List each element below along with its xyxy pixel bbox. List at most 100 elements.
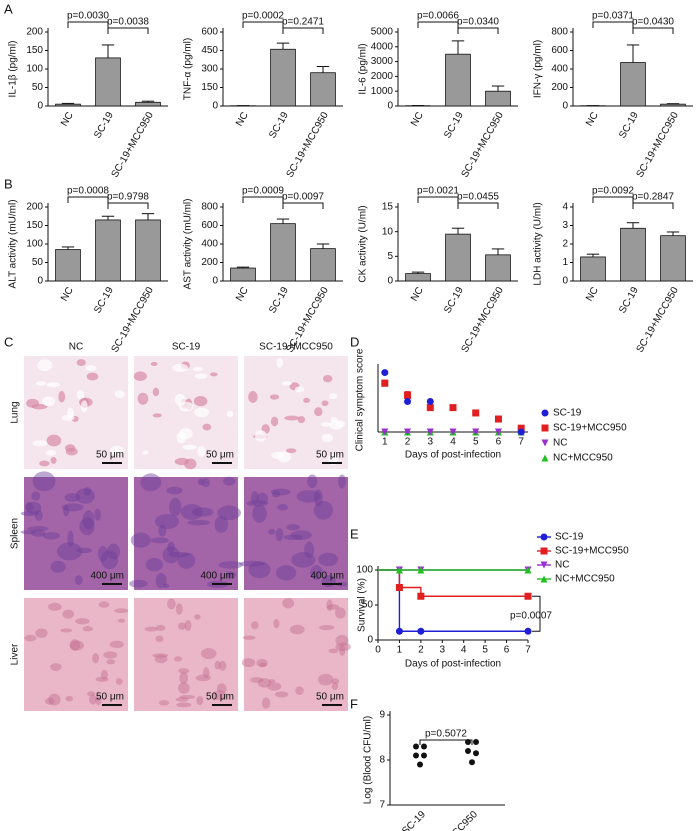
dot [465, 748, 471, 754]
legend-label: SC-19 [555, 532, 584, 543]
tissue-texture [35, 381, 47, 386]
tissue-texture [242, 635, 256, 640]
y-tick-label: 50 [32, 257, 44, 268]
tissue-texture [50, 560, 66, 573]
tissue-texture [217, 505, 241, 521]
x-tick-label: SC-19+MCC950 [420, 809, 480, 831]
tissue-texture [254, 430, 267, 442]
tissue-texture [192, 366, 203, 372]
tissue-texture [195, 674, 211, 682]
marker [472, 428, 480, 436]
tissue-texture [106, 659, 116, 665]
tissue-texture [155, 572, 167, 589]
tissue-texture [48, 602, 62, 611]
tissue-texture [303, 397, 311, 403]
column-label: SC-19+MCC950 [259, 342, 333, 353]
tissue-texture [218, 660, 227, 671]
bar [95, 219, 121, 282]
marker [517, 424, 525, 432]
tissue-texture [26, 398, 39, 408]
tissue-texture [197, 478, 205, 486]
tissue-texture [331, 682, 339, 690]
tissue-texture [103, 651, 118, 659]
tissue-texture [304, 541, 315, 559]
x-tick-label: 2 [405, 437, 411, 448]
y-tick-label: 100 [26, 239, 43, 250]
tissue-texture [75, 618, 90, 625]
y-tick-label: 8 [379, 755, 385, 766]
x-tick-label: NC [409, 285, 426, 303]
tissue-texture [168, 551, 190, 558]
y-tick-label: 2000 [371, 71, 394, 82]
tissue-texture [95, 676, 109, 682]
tissue-texture [268, 679, 276, 684]
x-tick-label: 1 [382, 437, 388, 448]
bar [135, 219, 161, 282]
significance-bracket [632, 27, 674, 34]
bar [485, 254, 511, 282]
tissue-texture [248, 561, 271, 579]
x-tick-label: SC-19+MCC950 [110, 110, 157, 180]
y-tick-label: 0 [37, 276, 43, 287]
tissue-texture [339, 645, 346, 656]
y-tick-label: 3 [562, 220, 568, 231]
significance-bracket [592, 21, 634, 28]
dot [413, 752, 419, 759]
x-tick-label: SC-19+MCC950 [460, 285, 507, 355]
tissue-texture [158, 700, 170, 706]
marker [381, 369, 389, 377]
tissue-texture [145, 557, 164, 572]
significance-bracket [242, 21, 284, 28]
bar [95, 57, 121, 107]
p-value: p=0.0455 [457, 192, 499, 203]
legend-label: SC-19+MCC950 [553, 423, 627, 434]
p-value: p=0.0002 [242, 11, 284, 22]
y-tick-label: 50 [32, 82, 44, 93]
tissue-texture [75, 488, 95, 504]
marker [381, 428, 389, 436]
tissue-texture [177, 552, 196, 569]
tissue-texture [69, 640, 84, 651]
bar [230, 267, 256, 282]
p-value: p=0.0340 [457, 17, 499, 28]
tissue-texture [82, 626, 93, 632]
tissue-texture [133, 371, 147, 382]
tissue-texture [214, 660, 221, 670]
tissue-texture [276, 357, 284, 368]
significance-bracket [242, 196, 284, 203]
tissue-texture [218, 561, 244, 569]
tissue-texture [50, 456, 57, 464]
p-value: p=0.2471 [282, 17, 324, 28]
x-tick-label: SC-19 [617, 110, 641, 140]
significance-bracket [457, 202, 499, 209]
x-tick-label: SC-19 [92, 285, 116, 315]
x-tick-label: NC [584, 110, 601, 128]
y-tick-label: 200 [26, 202, 43, 213]
marker [541, 439, 549, 447]
tissue-texture [114, 390, 125, 399]
bar [620, 227, 646, 282]
marker [517, 428, 525, 436]
tissue-texture [152, 387, 160, 397]
x-tick-label: SC-19 [267, 285, 291, 315]
tissue-texture [196, 696, 204, 706]
tissue-texture [184, 619, 192, 631]
tissue-texture [163, 583, 170, 589]
tissue-texture [83, 486, 92, 496]
y-tick-label: 5 [387, 251, 393, 262]
y-tick-label: 3000 [371, 56, 394, 67]
y-tick-label: 150 [201, 82, 218, 93]
marker [449, 428, 457, 436]
marker [472, 409, 480, 417]
p-value: p=0.0030 [67, 11, 109, 22]
tissue-texture [42, 532, 60, 540]
tissue-texture [282, 597, 295, 609]
tissue-texture [76, 389, 85, 400]
bar [270, 223, 296, 282]
tissue-texture [137, 392, 149, 405]
tissue-texture [275, 527, 284, 542]
tissue-texture [248, 391, 258, 403]
x-tick-label: 1 [397, 645, 403, 656]
tissue-texture [46, 434, 62, 447]
